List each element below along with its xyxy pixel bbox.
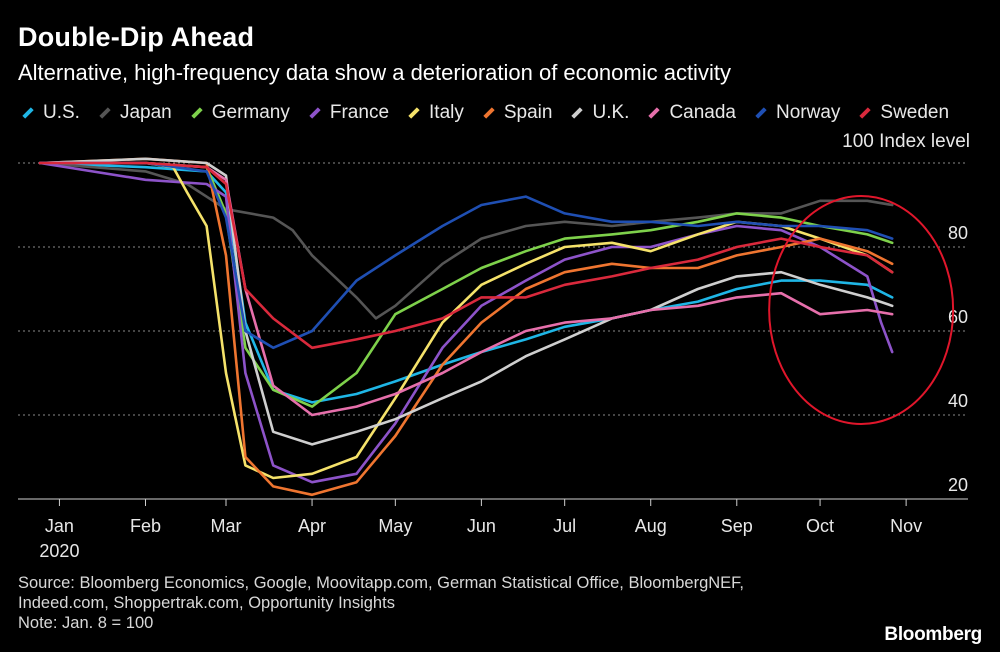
y-tick-label-80: 80 [948,223,968,243]
chart-footer: Source: Bloomberg Economics, Google, Moo… [18,573,744,633]
y-tick-label-60: 60 [948,307,968,327]
legend-label: Japan [119,102,172,123]
line-chart: 20 40 60 80 Jan 2020 Feb Mar Apr May Jun Jul Aug Sep O… [18,157,968,561]
legend-label: U.S. [43,102,80,123]
x-tick-label-aug: Aug [635,516,667,536]
y-tick-label-40: 40 [948,391,968,411]
x-tick-label-feb: Feb [130,516,161,536]
note-line: Note: Jan. 8 = 100 [18,614,154,632]
x-tick-label-mar: Mar [210,516,241,536]
chart-title: Double-Dip Ahead [18,22,255,52]
legend-item-spain: Spain [481,102,553,124]
y-tick-label-20: 20 [948,475,968,495]
bloomberg-logo: Bloomberg [884,624,982,645]
x-tick-label-oct: Oct [806,516,834,536]
legend-item-germany: Germany [189,102,290,124]
legend-item-norway: Norway [753,102,840,124]
legend-label: Spain [503,102,553,123]
series-line-norway [38,161,894,350]
legend-swatch [755,107,767,119]
legend-label: Italy [429,102,464,123]
series-line-france [38,161,894,484]
series-line-spain [38,157,894,497]
y-axis-unit-label: 100 Index level [842,131,970,152]
x-tick-sublabel-year: 2020 [39,541,79,561]
x-tick-label-apr: Apr [298,516,326,536]
series-line-japan [38,161,894,320]
chart-legend: U.S. Japan Germany France Italy Spain U.K. Cana… [20,100,966,126]
legend-item-canada: Canada [646,102,736,124]
legend-item-us: U.S. [20,102,80,124]
x-tick-label-jul: Jul [553,516,576,536]
legend-label: Sweden [880,102,950,123]
series-line-canada [38,161,894,417]
source-line-1: Source: Bloomberg Economics, Google, Moo… [18,574,745,592]
legend-label: Germany [211,102,290,123]
legend-item-uk: U.K. [569,102,629,124]
series-line-us [38,161,894,404]
legend-item-france: France [307,102,389,124]
legend-swatch [859,107,872,119]
x-tick-label-jun: Jun [467,516,496,536]
x-tick-label-sep: Sep [721,516,753,536]
legend-label: France [329,102,390,123]
legend-swatch [99,107,111,119]
annotation-circle [768,195,955,425]
series-line-sweden [38,161,894,350]
legend-swatch [648,107,661,119]
legend-swatch [408,107,420,119]
x-tick-label-nov: Nov [890,516,922,536]
legend-label: U.K. [592,102,630,123]
legend-swatch [309,107,321,119]
series-line-uk [38,157,894,446]
source-line-2: Indeed.com, Shoppertrak.com, Opportunity… [18,594,395,612]
legend-swatch [22,107,34,119]
x-tick-label-jan: Jan [45,516,74,536]
legend-item-japan: Japan [97,102,172,124]
legend-label: Norway [776,102,841,123]
legend-item-italy: Italy [406,102,464,124]
legend-label: Canada [669,102,736,123]
chart-subtitle: Alternative, high-frequency data show a … [18,60,731,85]
legend-swatch [191,107,203,119]
legend-item-sweden: Sweden [857,102,949,124]
legend-swatch [571,107,584,119]
legend-swatch [483,107,495,119]
x-tick-label-may: May [378,516,412,536]
